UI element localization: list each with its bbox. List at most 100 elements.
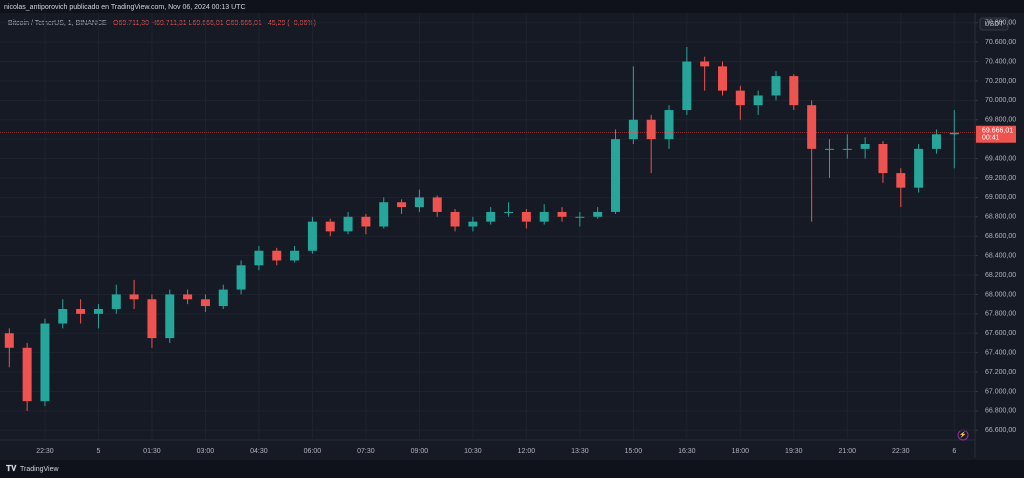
candle-body [646,119,656,140]
x-tick-label: 19:30 [785,448,803,455]
candle-body [878,144,888,174]
y-tick-label: 68.400,00 [985,252,1016,259]
candle-body [575,216,585,218]
candle-body [450,211,460,227]
candle-body [40,323,50,402]
x-tick-label: 10:30 [464,448,482,455]
last-price-label: 69.666,01 [982,128,1013,135]
x-tick-label: 04:30 [250,448,268,455]
candle-body [896,173,906,188]
footer-bar [0,460,1024,478]
candle-body [414,197,424,208]
candle-body [539,211,549,222]
y-tick-label: 70.600,00 [985,39,1016,46]
x-tick-label: 5 [96,448,100,455]
x-tick-label: 03:00 [197,448,215,455]
y-tick-label: 70.800,00 [985,20,1016,27]
y-tick-label: 68.600,00 [985,233,1016,240]
candle-body [593,211,603,217]
candle-body [771,76,781,96]
x-tick-label: 22:30 [36,448,54,455]
candle-body [147,299,157,339]
candle-body [718,66,727,91]
x-tick-label: 12:00 [518,448,536,455]
candle-body [236,265,246,290]
y-tick-label: 70.000,00 [985,97,1016,104]
y-tick-label: 69.800,00 [985,117,1016,124]
x-tick-label: 21:00 [839,448,857,455]
currency: USDT [984,21,1004,28]
candle-body [325,221,335,232]
candle-body [468,221,478,227]
candle-body [183,294,193,300]
logo-mark: 𝐓𝐕 [6,464,17,473]
y-tick-label: 69.200,00 [985,175,1016,182]
candle-body [700,61,710,67]
y-tick-label: 66.600,00 [985,427,1016,434]
x-tick-label: 07:30 [357,448,375,455]
y-tick-label: 67.000,00 [985,388,1016,395]
y-tick-label: 69.000,00 [985,194,1016,201]
candle-body [611,139,621,212]
candle-body [307,221,317,251]
x-tick-label: 01:30 [143,448,161,455]
ohlc: O69.711,30 H69.711,31 L69.666,01 C69.666… [113,20,316,27]
candle-body [824,148,834,150]
y-tick-label: 68.200,00 [985,272,1016,279]
candle-body [789,76,799,106]
candle-body [129,294,139,300]
candle-body [842,148,852,150]
candle-body [200,299,210,307]
y-tick-label: 70.400,00 [985,58,1016,65]
candle-body [486,211,496,222]
logo: TradingView [20,466,59,473]
candle-body [628,119,638,140]
currency-box[interactable] [979,17,1009,31]
x-tick-label: 09:00 [411,448,429,455]
candle-body [343,216,353,232]
x-tick-label: 22:30 [892,448,910,455]
candle-body [931,134,941,149]
candle-body [914,148,924,188]
candle-body [272,250,282,261]
candle-body [753,95,763,106]
candle-body [504,211,514,213]
candle-body [76,308,86,314]
candle-body [807,105,817,149]
candle-body [290,250,300,261]
candle-body [218,289,228,307]
y-tick-label: 70.200,00 [985,78,1016,85]
x-tick-label: 06:00 [304,448,322,455]
x-tick-label: 15:00 [625,448,643,455]
candle-body [58,308,68,324]
event-icon-glyph: ⚡ [959,431,966,439]
x-tick-label: 6 [952,448,956,455]
candle-body [735,90,745,106]
candle-body [379,202,389,227]
x-tick-label: 13:30 [571,448,589,455]
candle-body [521,211,531,222]
y-tick-label: 68.000,00 [985,291,1016,298]
candle-body [682,61,692,111]
y-tick-label: 69.400,00 [985,155,1016,162]
candle-body [165,294,175,339]
x-tick-label: 16:30 [678,448,696,455]
y-tick-label: 67.800,00 [985,311,1016,318]
y-tick-label: 67.200,00 [985,369,1016,376]
top-bar [0,0,1024,13]
candle-body [111,294,121,309]
candle-body [254,250,264,266]
candle-body [664,110,674,140]
candle-body [4,333,14,348]
candle-body [432,197,442,212]
last-price-box [976,125,1016,143]
candle-body [557,211,567,217]
countdown: 00:41 [982,135,1000,142]
publisher: nicolas_antiporovich publicado en Tradin… [4,4,246,11]
symbol: Bitcoin / TetherUS, 1, BINANCE [8,20,107,27]
candle-body [860,144,870,149]
x-tick-label: 18:00 [732,448,750,455]
candle-body [949,132,959,135]
